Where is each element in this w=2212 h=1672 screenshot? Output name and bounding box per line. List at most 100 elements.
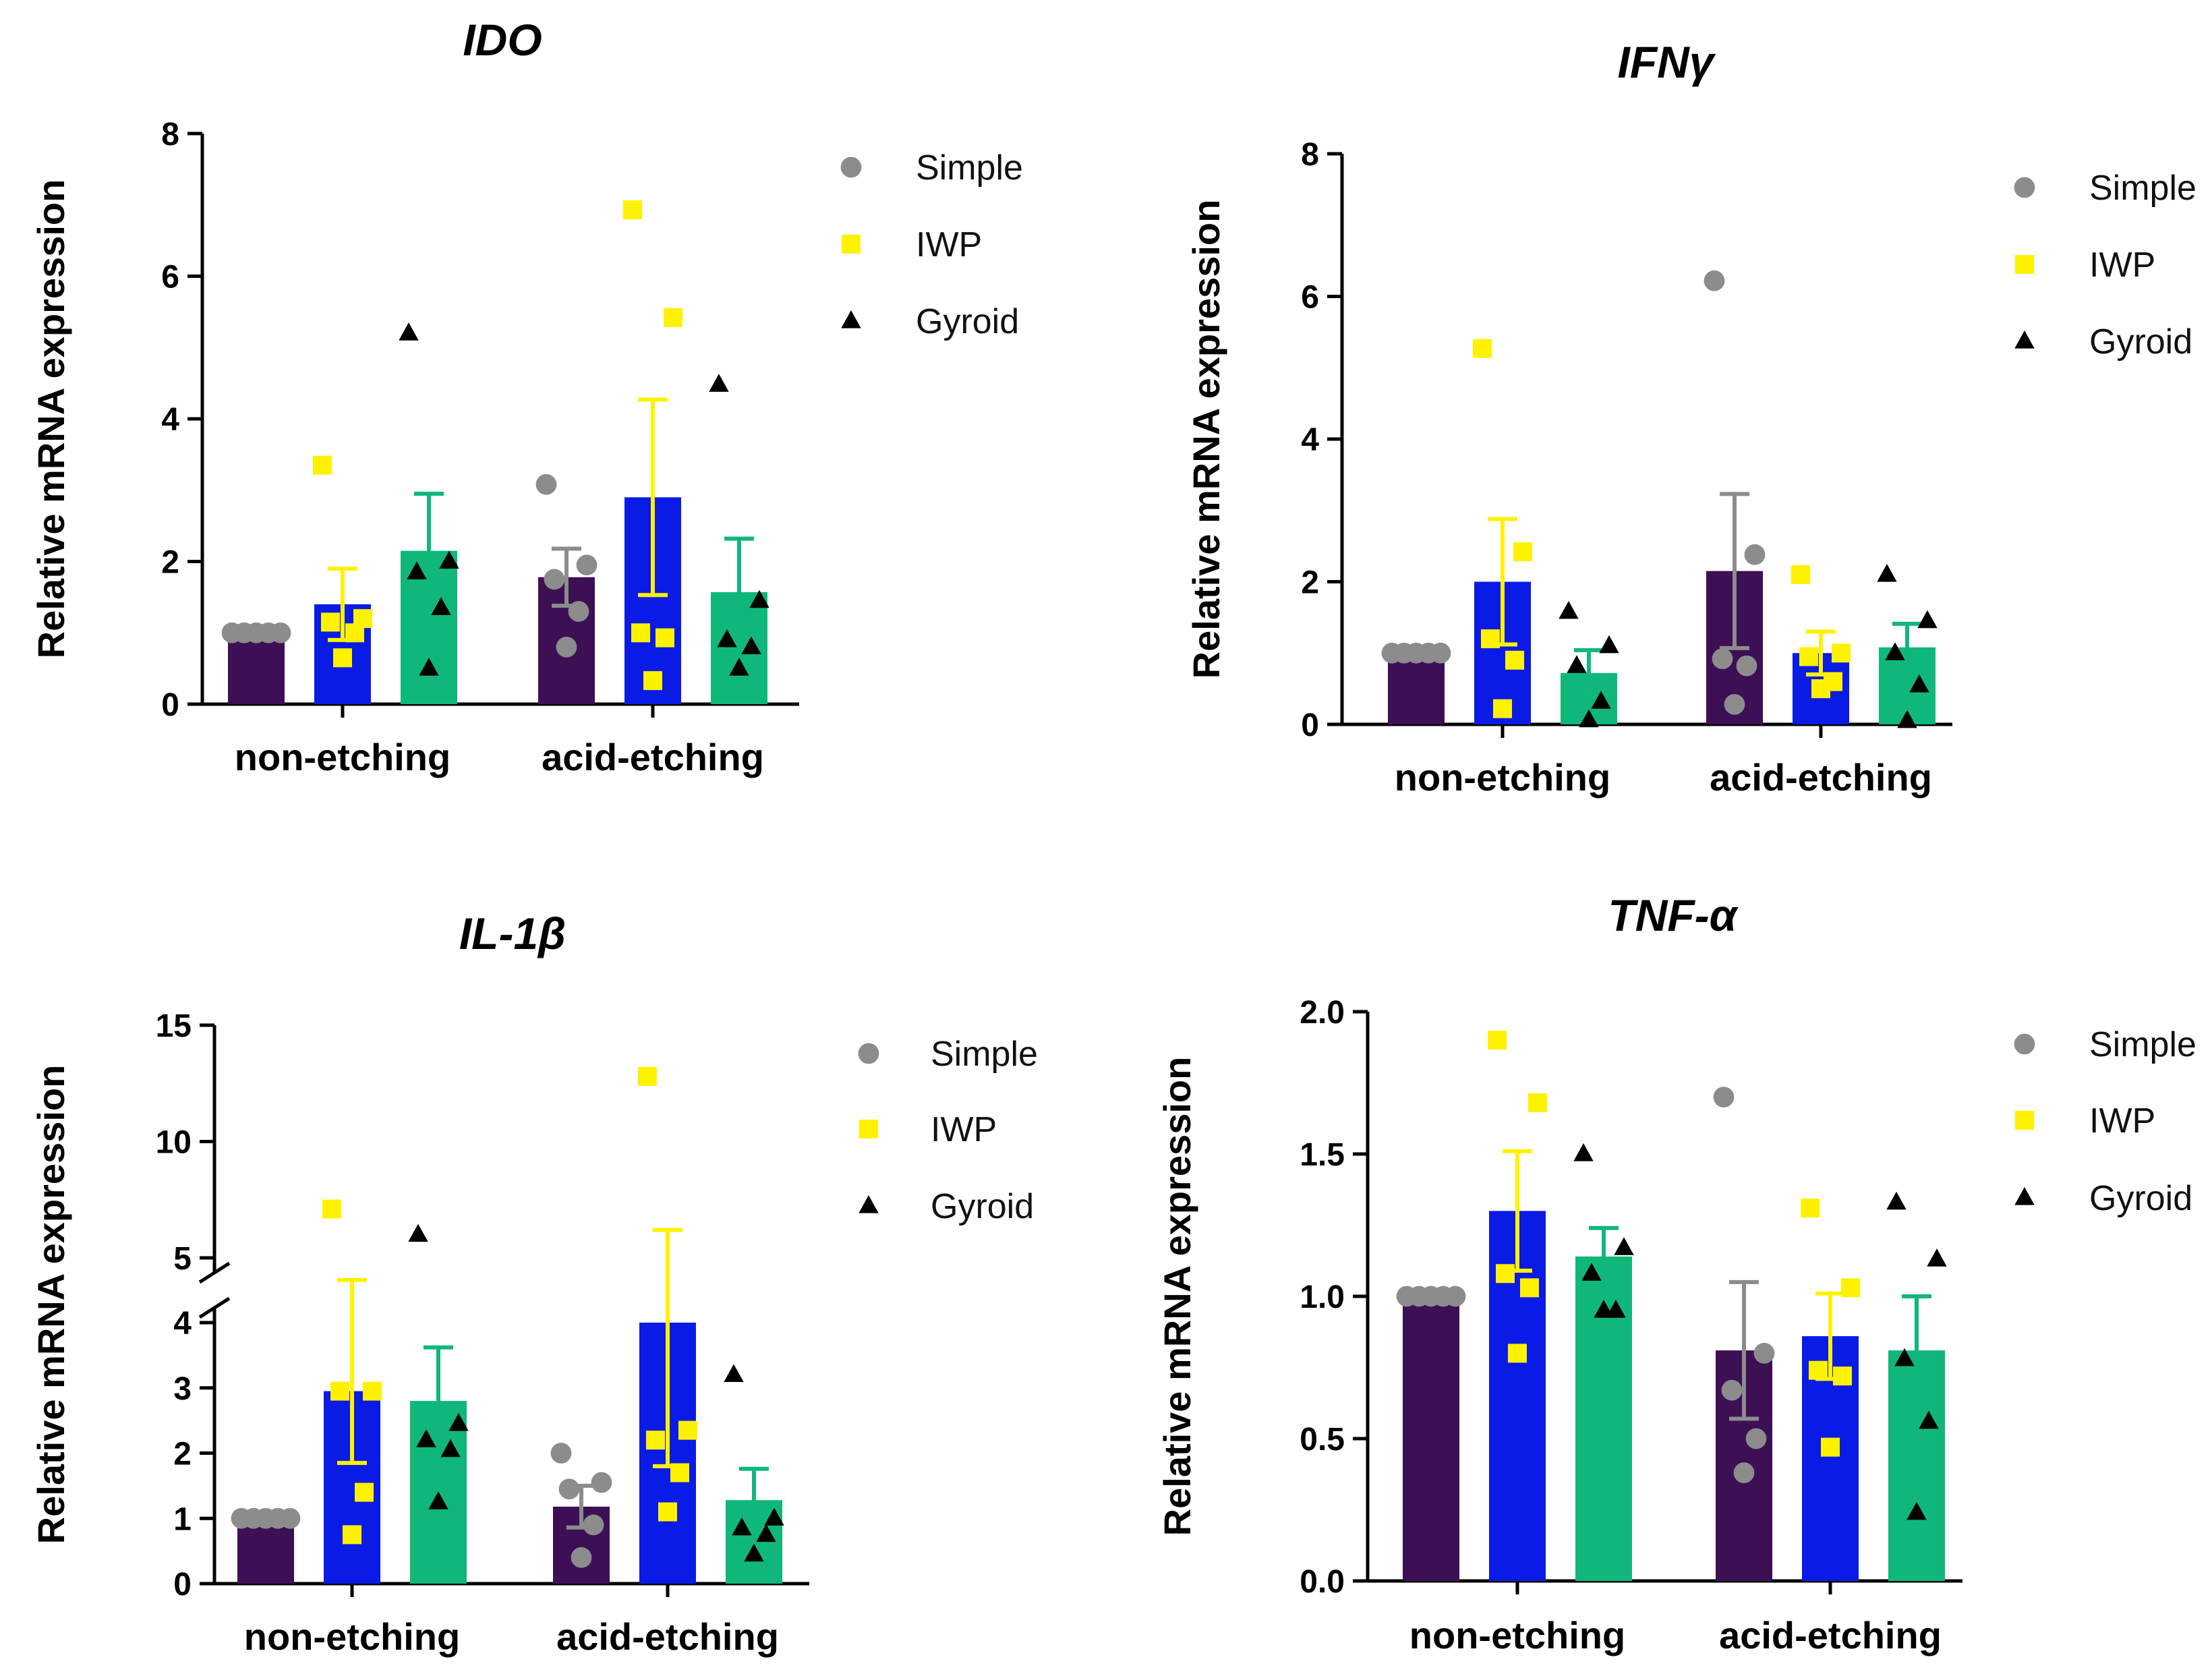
chart-title: IFNγ: [1617, 37, 1716, 87]
data-point-gyroid: [1919, 1410, 1939, 1429]
data-point-gyroid: [448, 1413, 469, 1431]
y-tick-label: 10: [156, 1125, 192, 1161]
data-point-iwp: [643, 671, 662, 691]
data-point-iwp: [1473, 339, 1492, 358]
legend-marker-gyroid: [858, 1195, 879, 1213]
x-tick-label-acid-etching: acid-etching: [542, 736, 764, 778]
data-point-simple: [571, 1547, 592, 1568]
data-point-simple: [535, 473, 557, 495]
data-point-iwp: [656, 628, 674, 647]
data-point-gyroid: [1567, 655, 1587, 673]
data-point-iwp: [1791, 565, 1810, 584]
legend-label-gyroid: Gyroid: [916, 302, 1019, 341]
data-point-iwp: [1528, 1093, 1547, 1113]
legend-label-simple: Simple: [2089, 169, 2196, 208]
y-tick-label: 15: [156, 1008, 192, 1044]
y-tick-label: 0.5: [1300, 1422, 1345, 1458]
legend-label-simple: Simple: [916, 148, 1023, 188]
data-point-gyroid: [408, 1223, 428, 1242]
data-point-gyroid: [1581, 1263, 1602, 1281]
data-point-simple: [1724, 693, 1745, 715]
y-tick-label: 0: [1301, 708, 1319, 743]
data-point-simple: [556, 637, 577, 658]
legend-marker-simple: [840, 156, 862, 178]
y-tick-label: 6: [161, 260, 179, 295]
axis-break-mark: [198, 1296, 231, 1319]
legend-marker-iwp: [2015, 255, 2034, 274]
axis-break-mark: [198, 1261, 231, 1284]
y-tick-label: 2: [1301, 565, 1319, 601]
data-point-iwp: [313, 455, 332, 475]
data-point-gyroid: [428, 1491, 448, 1509]
data-point-simple: [583, 1514, 604, 1536]
legend-marker-simple: [2014, 1033, 2035, 1055]
legend-marker-simple: [2014, 177, 2035, 198]
axes: [198, 1025, 809, 1586]
data-point-gyroid: [741, 636, 761, 655]
data-point-gyroid: [709, 374, 729, 392]
data-point-iwp: [638, 1066, 657, 1086]
data-point-iwp: [363, 1381, 382, 1401]
data-point-simple: [1733, 1462, 1755, 1484]
data-point-iwp: [330, 1381, 349, 1401]
data-point-iwp: [1508, 1344, 1527, 1363]
legend-marker-gyroid: [2014, 330, 2035, 349]
data-point-gyroid: [1885, 642, 1905, 660]
chart-panel-ifng: IFNγ Relative mRNA expression 0 2 4 6 8 non-etc…: [1185, 37, 2196, 799]
data-point-iwp: [1832, 643, 1851, 663]
y-tick-label: 6: [1301, 280, 1319, 316]
legend-label-gyroid: Gyroid: [2089, 322, 2192, 362]
bar-simple-non-etching: [1388, 653, 1445, 724]
data-point-simple: [1430, 642, 1451, 664]
chart-panel-il1b: IL-1β Relative mRNA expression 0 1 2 3 4 5 10 15 n…: [30, 909, 1038, 1658]
data-point-gyroid: [744, 1543, 764, 1562]
data-point-iwp: [355, 1482, 374, 1502]
legend-label-iwp: IWP: [2089, 246, 2155, 285]
legend-marker-gyroid: [841, 310, 861, 328]
data-point-gyroid: [717, 629, 737, 647]
data-point-gyroid: [1594, 1300, 1614, 1318]
x-tick-label-non-etching: non-etching: [1409, 1614, 1625, 1656]
y-tick-label: 0.0: [1300, 1564, 1345, 1600]
y-tick-label: 4: [1301, 422, 1319, 458]
legend-marker-simple: [858, 1043, 879, 1064]
data-point-simple: [576, 554, 598, 576]
bar-simple-non-etching: [237, 1518, 294, 1584]
data-point-simple: [1753, 1343, 1775, 1364]
data-point-gyroid: [1579, 709, 1599, 728]
y-tick-label: 1.5: [1300, 1137, 1345, 1173]
bar-simple-non-etching: [228, 633, 285, 704]
axes: [200, 134, 799, 706]
data-point-gyroid: [407, 561, 427, 580]
data-point-simple: [1721, 1379, 1743, 1401]
legend-label-gyroid: Gyroid: [2089, 1179, 2192, 1218]
legend-label-simple: Simple: [2089, 1025, 2196, 1064]
data-point-simple: [270, 622, 291, 643]
data-point-gyroid: [1599, 635, 1619, 654]
data-point-iwp: [1801, 1199, 1820, 1218]
x-tick-label-acid-etching: acid-etching: [556, 1615, 779, 1658]
y-axis-label: Relative mRNA expression: [1156, 1057, 1198, 1536]
data-point-gyroid: [419, 658, 439, 676]
data-point-iwp: [631, 623, 650, 643]
legend-marker-iwp: [2015, 1111, 2034, 1130]
y-tick-label: 8: [1301, 137, 1319, 173]
data-point-simple: [279, 1507, 301, 1529]
data-point-gyroid: [1907, 1501, 1927, 1520]
legend-label-iwp: IWP: [931, 1110, 997, 1149]
data-point-gyroid: [439, 550, 459, 569]
data-point-iwp: [345, 623, 364, 643]
legend-marker-gyroid: [2014, 1187, 2035, 1205]
data-point-gyroid: [732, 1517, 752, 1536]
x-tick-label-non-etching: non-etching: [244, 1615, 460, 1658]
data-point-simple: [544, 569, 565, 590]
data-point-gyroid: [399, 322, 419, 341]
data-point-simple: [558, 1478, 580, 1500]
data-point-gyroid: [1894, 1348, 1915, 1366]
y-tick-label: 0: [173, 1567, 192, 1603]
y-tick-label: 4: [161, 402, 179, 438]
data-point-iwp: [333, 648, 352, 668]
data-point-gyroid: [756, 1524, 776, 1543]
data-point-simple: [1745, 1428, 1767, 1449]
